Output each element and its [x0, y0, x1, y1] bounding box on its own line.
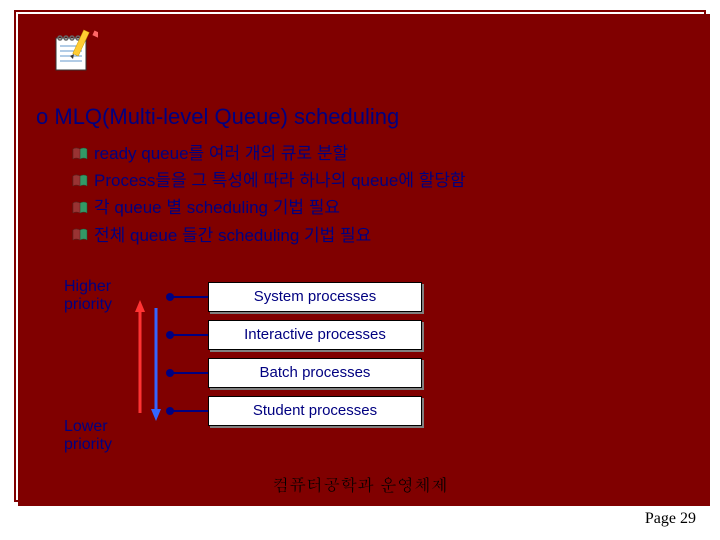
bullet-text: 각 queue 별 scheduling 기법 필요 — [94, 194, 340, 221]
queue-label: Interactive processes — [244, 326, 386, 343]
bullet-text: ready queue를 여러 개의 큐로 분할 — [94, 140, 348, 167]
heading-text: MLQ(Multi-level Queue) scheduling — [54, 104, 399, 129]
bullet-text: Process들을 그 특성에 따라 하나의 queue에 할당함 — [94, 167, 466, 194]
bullet-list: ready queue를 여러 개의 큐로 분할 Process들을 그 특성에… — [72, 140, 466, 249]
list-item: Process들을 그 특성에 따라 하나의 queue에 할당함 — [72, 167, 466, 194]
queue-box-system: System processes — [208, 282, 422, 312]
list-item: 각 queue 별 scheduling 기법 필요 — [72, 194, 466, 221]
queue-label: Student processes — [253, 402, 377, 419]
connector-line — [170, 296, 208, 298]
book-icon — [72, 201, 88, 215]
queue-label: Batch processes — [260, 364, 371, 381]
list-item: ready queue를 여러 개의 큐로 분할 — [72, 140, 466, 167]
queue-label: System processes — [254, 288, 377, 305]
book-icon — [72, 147, 88, 161]
bullet-text: 전체 queue 들간 scheduling 기법 필요 — [94, 222, 371, 249]
priority-arrows — [128, 298, 168, 418]
heading: o MLQ(Multi-level Queue) scheduling — [36, 104, 399, 130]
page-number: Page 29 — [645, 510, 696, 528]
queue-box-student: Student processes — [208, 396, 422, 426]
slide-border — [14, 10, 706, 502]
book-icon — [72, 174, 88, 188]
footer-text: 컴퓨터공학과 운영체제 — [0, 472, 720, 496]
lower-priority-label: Lower priority — [64, 418, 112, 453]
connector-line — [170, 410, 208, 412]
connector-line — [170, 372, 208, 374]
higher-priority-label: Higher priority — [64, 278, 112, 313]
connector-line — [170, 334, 208, 336]
book-icon — [72, 228, 88, 242]
notepad-icon — [50, 28, 98, 76]
queue-box-interactive: Interactive processes — [208, 320, 422, 350]
queue-box-batch: Batch processes — [208, 358, 422, 388]
list-item: 전체 queue 들간 scheduling 기법 필요 — [72, 222, 466, 249]
heading-bullet: o — [36, 104, 48, 129]
